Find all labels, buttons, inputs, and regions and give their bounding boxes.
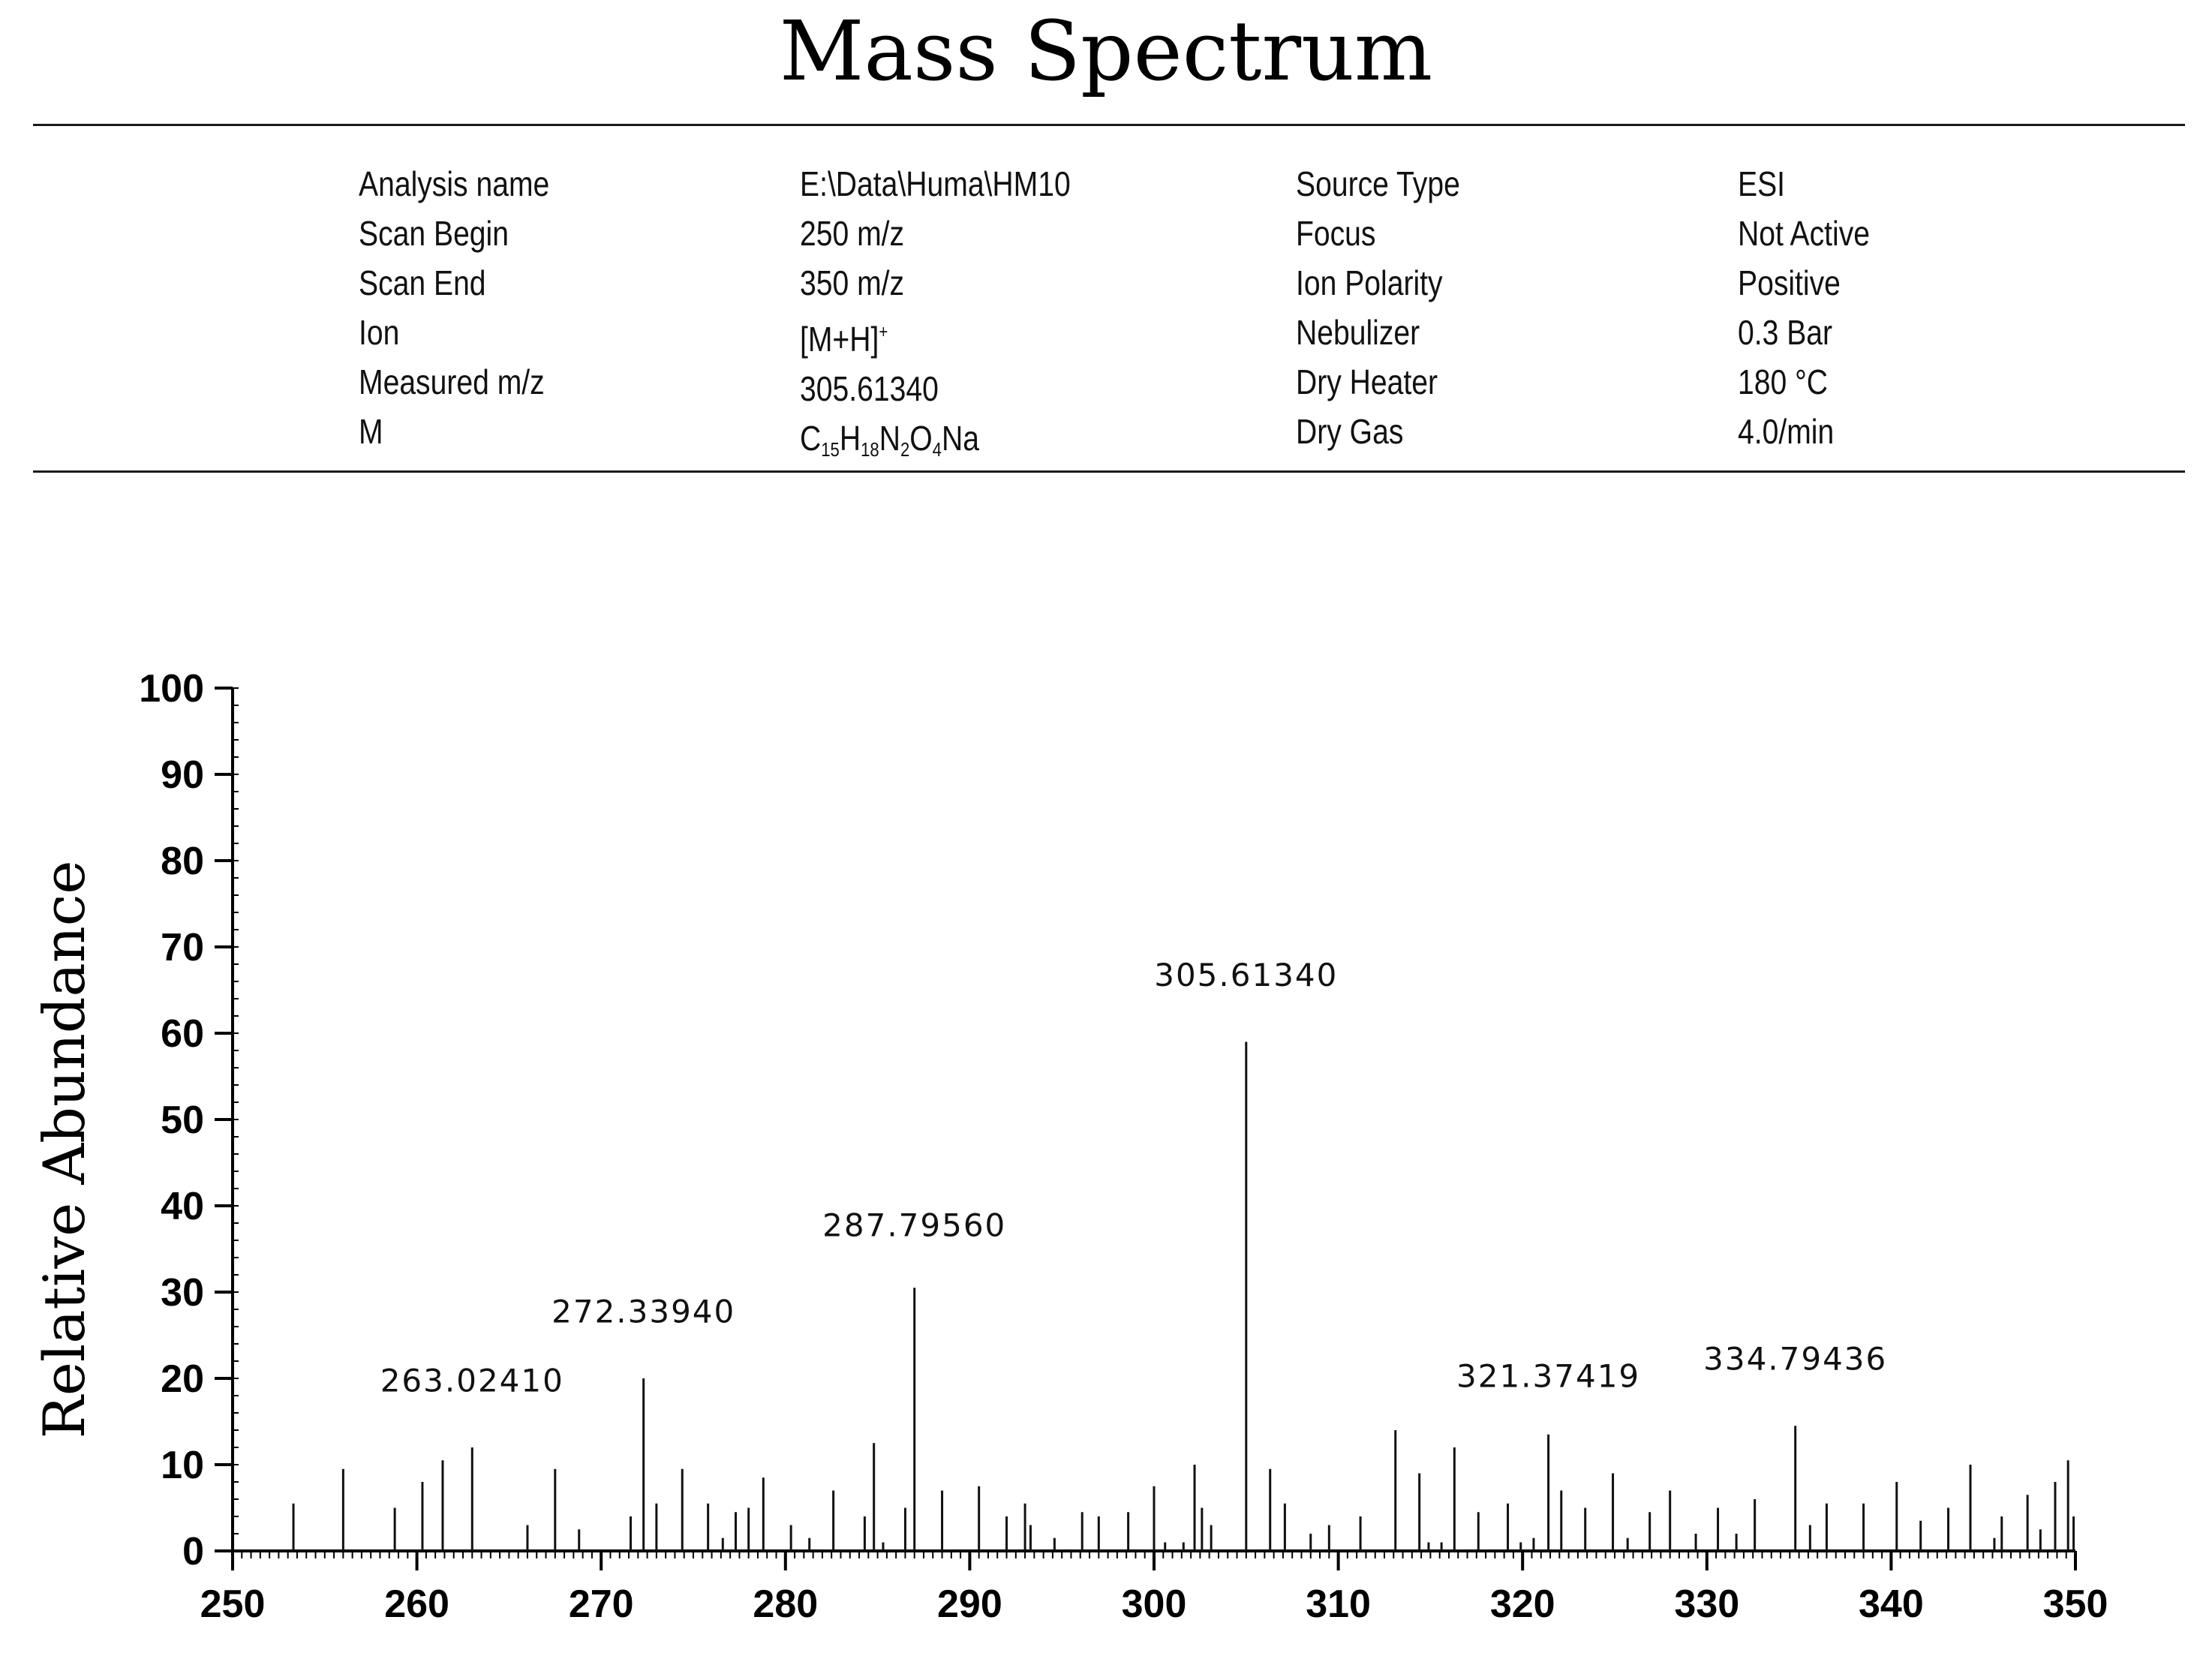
peak-label: 334.79436 [1703, 1341, 1887, 1378]
meta-value-ion: [M+H]+ [800, 320, 888, 359]
y-tick-label: 40 [161, 1185, 204, 1228]
meta-value-source-type: ESI [1738, 164, 1786, 203]
y-tick-label: 10 [161, 1444, 204, 1487]
peak-label: 263.02410 [380, 1362, 564, 1399]
meta-label: Analysis name [359, 164, 550, 203]
meta-label: Nebulizer [1296, 313, 1420, 352]
metadata-right-values: ESI Not Active Positive 0.3 Bar 180 °C 4… [1738, 159, 1870, 456]
meta-value-focus: Not Active [1738, 214, 1871, 253]
meta-label: Scan End [359, 263, 486, 302]
meta-value-formula: C15H18N2O4Na [800, 419, 979, 461]
meta-value-ion-polarity: Positive [1738, 263, 1841, 302]
x-tick-label: 330 [1674, 1582, 1739, 1626]
x-tick-label: 340 [1859, 1582, 1924, 1626]
meta-value-scan-end: 350 m/z [800, 263, 905, 302]
x-tick-label: 250 [200, 1582, 266, 1626]
y-tick-label: 80 [161, 840, 204, 883]
y-axis-title: Relative Abundance [31, 861, 98, 1439]
x-tick-label: 320 [1490, 1582, 1555, 1626]
y-tick-label: 30 [161, 1271, 204, 1315]
y-tick-label: 0 [182, 1530, 204, 1573]
meta-value-measured-mz: 305.61340 [800, 369, 939, 408]
top-divider [33, 124, 2185, 126]
x-tick-label: 290 [937, 1582, 1002, 1626]
meta-value-dry-heater: 180 °C [1738, 362, 1828, 401]
meta-label: Measured m/z [359, 362, 545, 401]
metadata-right-labels: Source Type Focus Ion Polarity Nebulizer… [1296, 159, 1460, 456]
meta-value-dry-gas: 4.0/min [1738, 412, 1835, 451]
meta-value-scan-begin: 250 m/z [800, 214, 905, 253]
meta-label: Ion Polarity [1296, 263, 1443, 302]
y-tick-label: 100 [139, 667, 204, 711]
x-tick-label: 260 [384, 1582, 449, 1626]
page-title: Mass Spectrum [779, 3, 1433, 99]
y-tick-label: 60 [161, 1012, 204, 1056]
bottom-divider [33, 470, 2185, 473]
meta-label: Ion [359, 313, 400, 352]
x-tick-label: 280 [753, 1582, 818, 1626]
meta-value-analysis-name: E:\Data\Huma\HM10 [800, 164, 1071, 203]
y-tick-label: 20 [161, 1357, 204, 1401]
x-tick-label: 270 [569, 1582, 634, 1626]
peak-label: 272.33940 [551, 1293, 735, 1330]
meta-label: Focus [1296, 214, 1376, 253]
metadata-left-values: E:\Data\Huma\HM10 250 m/z 350 m/z [M+H]+… [800, 159, 1071, 474]
y-tick-label: 70 [161, 926, 204, 969]
metadata-left-labels: Analysis name Scan Begin Scan End Ion Me… [359, 159, 549, 456]
y-tick-label: 50 [161, 1098, 204, 1142]
meta-value-nebulizer: 0.3 Bar [1738, 313, 1833, 352]
peak-label: 287.79560 [822, 1207, 1006, 1243]
meta-label: M [359, 412, 383, 451]
peak-label: 321.37419 [1456, 1358, 1640, 1395]
x-tick-label: 300 [1122, 1582, 1187, 1626]
meta-label: Dry Gas [1296, 412, 1404, 451]
x-tick-label: 350 [2043, 1582, 2108, 1626]
peak-label: 305.61340 [1154, 957, 1338, 993]
meta-label: Source Type [1296, 164, 1460, 203]
y-tick-label: 90 [161, 753, 204, 797]
mass-spectrum-chart: 0 10 20 30 40 50 60 70 80 90 100 250 260 270 280 290 300… [31, 667, 2108, 1626]
meta-label: Scan Begin [359, 214, 509, 253]
meta-label: Dry Heater [1296, 362, 1438, 401]
x-tick-label: 310 [1306, 1582, 1371, 1626]
